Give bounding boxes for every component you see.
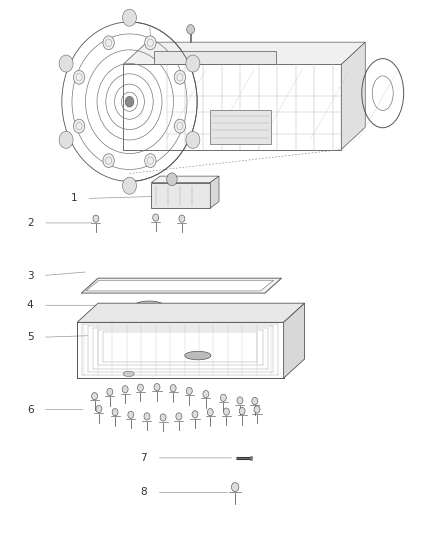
Text: 1: 1 — [71, 193, 77, 204]
Circle shape — [123, 9, 137, 26]
Circle shape — [237, 397, 243, 404]
Circle shape — [179, 215, 185, 222]
Text: 6: 6 — [27, 405, 33, 415]
Circle shape — [187, 25, 194, 34]
Text: 4: 4 — [27, 300, 33, 310]
Circle shape — [176, 413, 182, 420]
Text: 3: 3 — [27, 271, 33, 280]
Circle shape — [138, 384, 143, 391]
Circle shape — [252, 398, 258, 405]
Polygon shape — [284, 303, 304, 378]
Circle shape — [239, 408, 245, 415]
Circle shape — [160, 414, 166, 421]
Circle shape — [107, 389, 113, 395]
Polygon shape — [123, 42, 365, 64]
Ellipse shape — [135, 301, 163, 310]
Circle shape — [186, 55, 200, 72]
Circle shape — [223, 408, 230, 415]
Circle shape — [154, 384, 160, 391]
Polygon shape — [151, 182, 210, 208]
Circle shape — [203, 391, 209, 398]
Ellipse shape — [123, 371, 134, 376]
Circle shape — [254, 406, 260, 413]
Circle shape — [186, 387, 192, 394]
Circle shape — [125, 96, 134, 107]
Ellipse shape — [185, 351, 211, 360]
Circle shape — [144, 413, 150, 420]
Polygon shape — [86, 280, 274, 291]
Polygon shape — [341, 42, 365, 150]
Circle shape — [103, 154, 114, 167]
Circle shape — [96, 406, 102, 413]
Polygon shape — [77, 303, 304, 322]
Circle shape — [145, 36, 156, 50]
Circle shape — [74, 70, 85, 84]
Circle shape — [231, 482, 239, 491]
Circle shape — [128, 411, 134, 418]
Bar — [153, 51, 276, 64]
Circle shape — [59, 55, 73, 72]
Ellipse shape — [179, 305, 207, 313]
Circle shape — [112, 409, 118, 416]
Circle shape — [174, 119, 186, 133]
Circle shape — [167, 173, 177, 185]
Circle shape — [192, 410, 198, 418]
Polygon shape — [81, 278, 282, 293]
Text: 7: 7 — [140, 453, 147, 463]
Circle shape — [170, 385, 176, 392]
Circle shape — [145, 154, 156, 167]
Bar — [210, 110, 272, 144]
Circle shape — [207, 409, 213, 416]
Circle shape — [174, 70, 186, 84]
Circle shape — [186, 131, 200, 148]
Polygon shape — [210, 176, 219, 208]
Circle shape — [153, 214, 159, 221]
Text: 2: 2 — [27, 218, 33, 228]
Circle shape — [59, 131, 73, 148]
Circle shape — [220, 394, 226, 401]
Text: 5: 5 — [27, 332, 33, 342]
Circle shape — [92, 393, 98, 400]
Text: 8: 8 — [140, 488, 147, 497]
Circle shape — [122, 386, 128, 393]
Polygon shape — [151, 176, 219, 182]
Circle shape — [74, 119, 85, 133]
Circle shape — [123, 177, 137, 194]
Circle shape — [103, 36, 114, 50]
Circle shape — [93, 215, 99, 222]
